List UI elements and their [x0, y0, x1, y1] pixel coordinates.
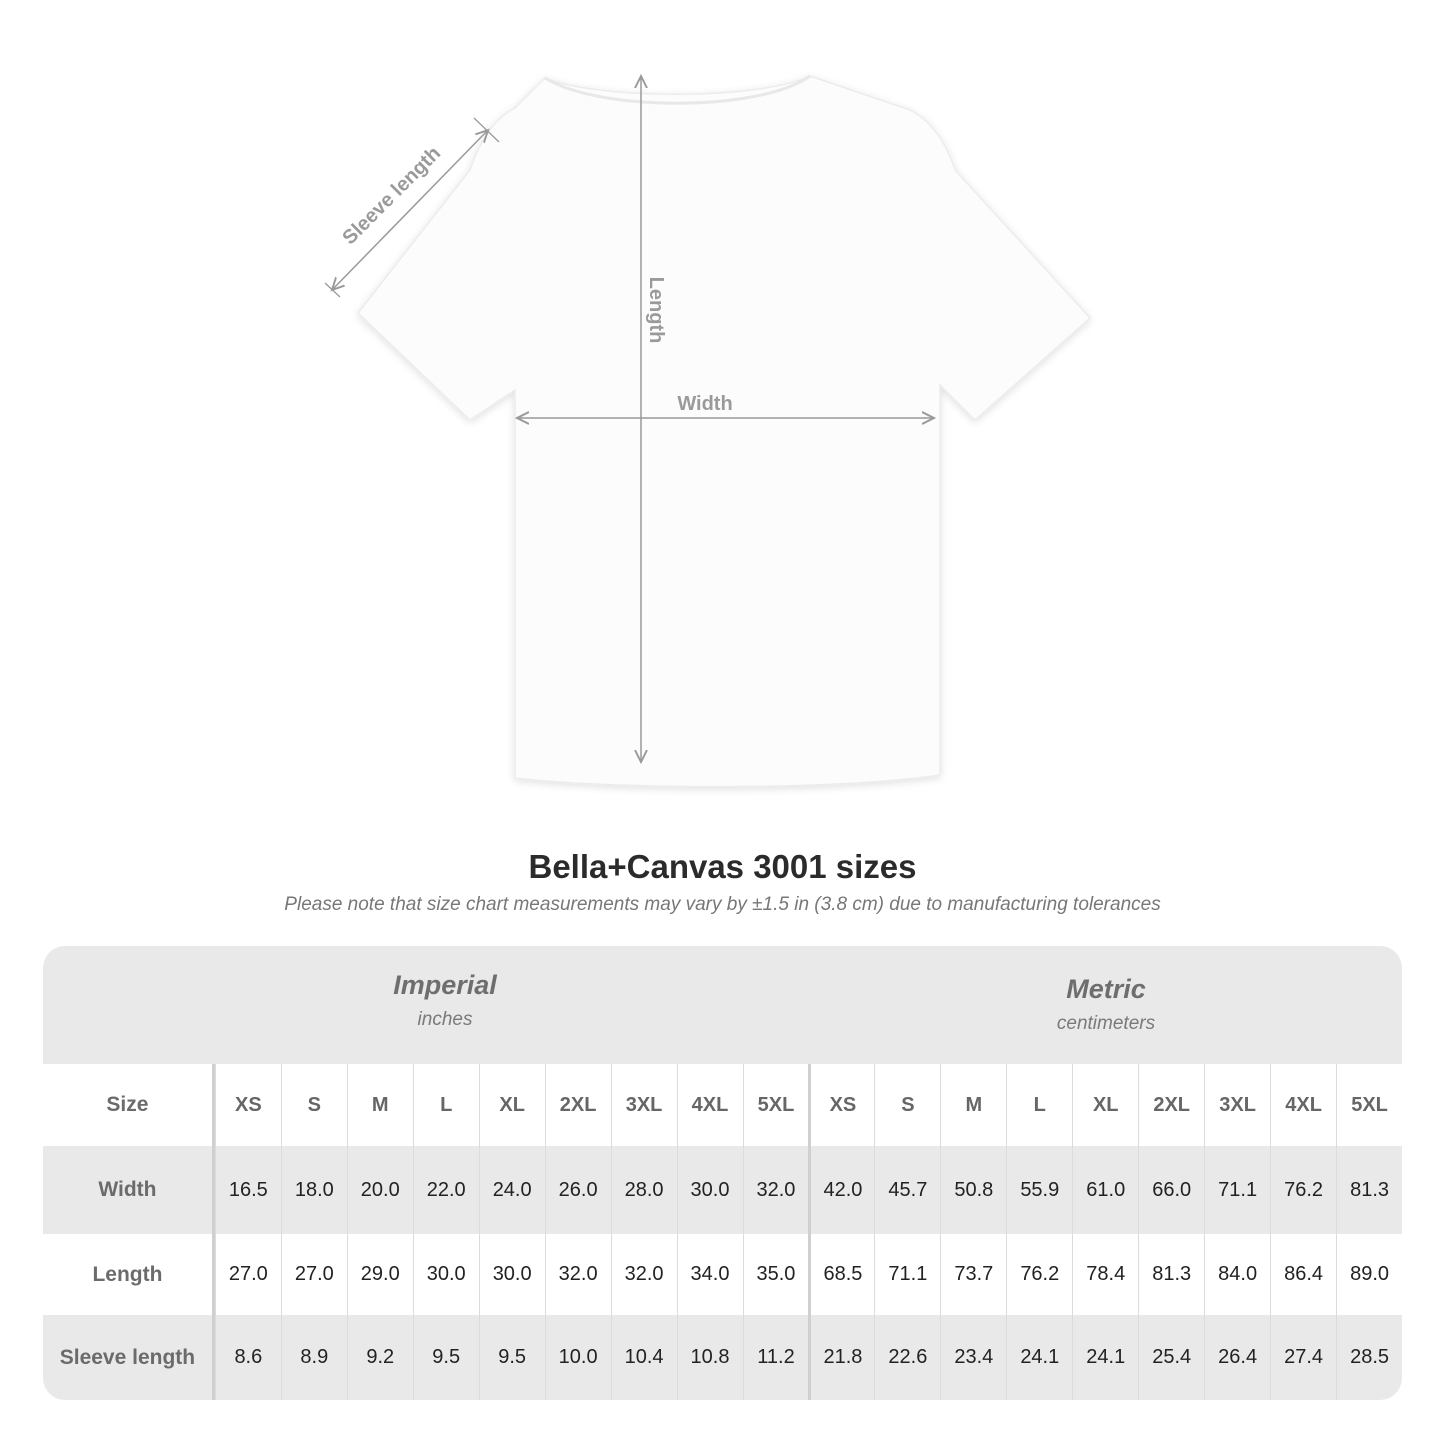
length-label: Length [645, 277, 667, 344]
tolerance-note: Please note that size chart measurements… [284, 894, 1161, 915]
size-header-cell: XS [808, 1064, 874, 1146]
table-cell: 30.0 [676, 1146, 743, 1234]
table-cell: 9.2 [346, 1315, 413, 1400]
row-label: Sleeve length [43, 1315, 215, 1400]
table-cell: 18.0 [280, 1146, 347, 1234]
table-cell: 22.6 [874, 1315, 940, 1400]
row-label: Length [43, 1234, 215, 1315]
table-cell: 55.9 [1006, 1146, 1072, 1234]
size-header-cell: S [280, 1064, 347, 1146]
table-cell: 42.0 [808, 1146, 874, 1234]
width-label: Width [677, 393, 732, 415]
table-cell: 76.2 [1006, 1234, 1072, 1315]
table-cell: 68.5 [808, 1234, 874, 1315]
table-cell: 29.0 [346, 1234, 413, 1315]
imperial-unit: inches [417, 1009, 473, 1030]
table-cell: 9.5 [478, 1315, 545, 1400]
size-header-row: Size XS S M L XL 2XL 3XL 4XL 5XL XS S M L XL 2XL 3XL 4XL… [43, 1064, 1402, 1146]
size-table: Imperial inches Metric centimeters Size … [43, 946, 1402, 1400]
table-cell: 16.5 [214, 1146, 281, 1234]
table-cell: 26.4 [1204, 1315, 1270, 1400]
metric-unit: centimeters [1056, 1013, 1156, 1034]
table-cell: 35.0 [742, 1234, 809, 1315]
size-header-cell: 4XL [676, 1064, 743, 1146]
table-cell: 27.0 [214, 1234, 281, 1315]
table-cell: 32.0 [742, 1146, 809, 1234]
size-header-cell: 5XL [1336, 1064, 1402, 1146]
size-header-cell: 4XL [1270, 1064, 1336, 1146]
table-cell: 30.0 [478, 1234, 545, 1315]
table-cell: 81.3 [1138, 1234, 1204, 1315]
table-cell: 26.0 [544, 1146, 611, 1234]
table-cell: 45.7 [874, 1146, 940, 1234]
table-cell: 78.4 [1072, 1234, 1138, 1315]
table-cell: 8.6 [214, 1315, 281, 1400]
table-cell: 27.0 [280, 1234, 347, 1315]
row-label: Width [43, 1146, 215, 1234]
size-header-cell: XL [1072, 1064, 1138, 1146]
sleeve-arrow [332, 130, 488, 290]
table-cell: 24.0 [478, 1146, 545, 1234]
table-row: Length 27.0 27.0 29.0 30.0 30.0 32.0 32.0 34.0 35… [43, 1234, 1402, 1315]
table-row: Sleeve length 8.6 8.9 9.2 9.5 9.5 10.0 10.4 10.8… [43, 1315, 1402, 1400]
table-cell: 71.1 [874, 1234, 940, 1315]
metric-title: Metric [1066, 974, 1146, 1004]
size-header-cell: 3XL [610, 1064, 677, 1146]
size-header-cell: 2XL [544, 1064, 611, 1146]
table-cell: 30.0 [412, 1234, 479, 1315]
table-cell: 73.7 [940, 1234, 1006, 1315]
table-cell: 11.2 [742, 1315, 809, 1400]
table-cell: 20.0 [346, 1146, 413, 1234]
table-cell: 28.0 [610, 1146, 677, 1234]
metric-header: Metric centimeters [809, 974, 1402, 1092]
table-cell: 10.8 [676, 1315, 743, 1400]
table-cell: 24.1 [1072, 1315, 1138, 1400]
table-cell: 9.5 [412, 1315, 479, 1400]
table-cell: 61.0 [1072, 1146, 1138, 1234]
table-cell: 86.4 [1270, 1234, 1336, 1315]
imperial-title: Imperial [393, 970, 497, 1000]
table-cell: 76.2 [1270, 1146, 1336, 1234]
table-cell: 10.0 [544, 1315, 611, 1400]
table-cell: 10.4 [610, 1315, 677, 1400]
table-cell: 81.3 [1336, 1146, 1402, 1234]
table-cell: 23.4 [940, 1315, 1006, 1400]
size-header-cell: XS [214, 1064, 281, 1146]
size-header-cell: S [874, 1064, 940, 1146]
table-cell: 28.5 [1336, 1315, 1402, 1400]
tshirt-diagram: Sleeve length Length Width [324, 0, 1092, 788]
table-row: Width 16.5 18.0 20.0 22.0 24.0 26.0 28.0 30.0 32.… [43, 1146, 1402, 1234]
table-cell: 84.0 [1204, 1234, 1270, 1315]
size-header-cell: L [412, 1064, 479, 1146]
tshirt-shape [356, 75, 1092, 788]
imperial-header: Imperial inches [215, 970, 675, 1088]
table-cell: 50.8 [940, 1146, 1006, 1234]
table-cell: 32.0 [610, 1234, 677, 1315]
size-header-cell: XL [478, 1064, 545, 1146]
table-cell: 8.9 [280, 1315, 347, 1400]
table-cell: 71.1 [1204, 1146, 1270, 1234]
size-header-cell: 3XL [1204, 1064, 1270, 1146]
table-cell: 27.4 [1270, 1315, 1336, 1400]
table-cell: 89.0 [1336, 1234, 1402, 1315]
size-header-cell: M [940, 1064, 1006, 1146]
size-header-cell: 5XL [742, 1064, 809, 1146]
size-label: Size [43, 1064, 215, 1146]
table-cell: 32.0 [544, 1234, 611, 1315]
size-header-cell: M [346, 1064, 413, 1146]
table-cell: 24.1 [1006, 1315, 1072, 1400]
table-cell: 21.8 [808, 1315, 874, 1400]
table-cell: 66.0 [1138, 1146, 1204, 1234]
table-cell: 22.0 [412, 1146, 479, 1234]
table-cell: 25.4 [1138, 1315, 1204, 1400]
size-header-cell: L [1006, 1064, 1072, 1146]
size-header-cell: 2XL [1138, 1064, 1204, 1146]
table-cell: 34.0 [676, 1234, 743, 1315]
page-title: Bella+Canvas 3001 sizes [528, 848, 917, 885]
